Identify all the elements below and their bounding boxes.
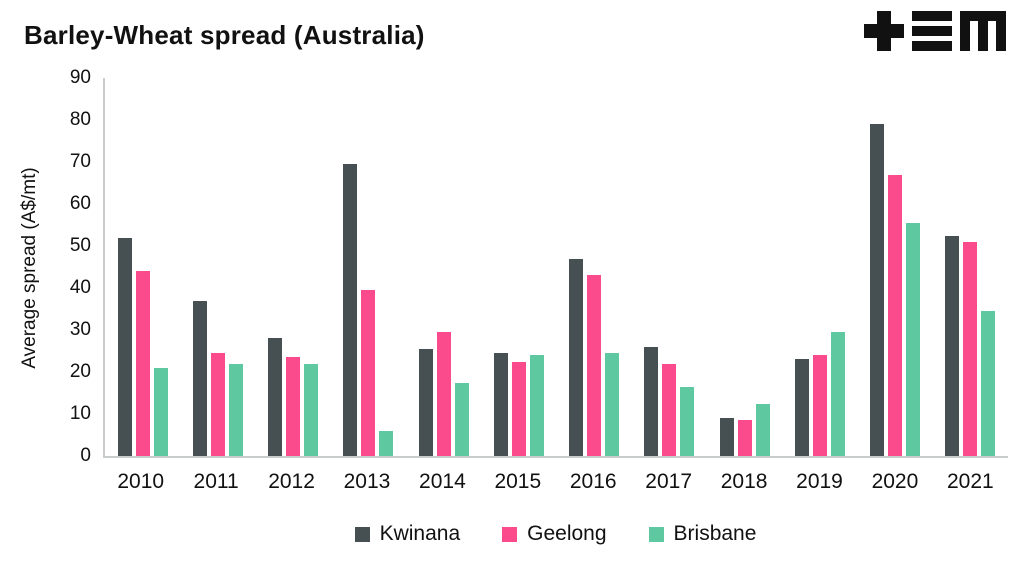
- bar-group-2010: [105, 78, 180, 456]
- bar-group-2016: [557, 78, 632, 456]
- x-tick-label-2010: 2010: [117, 470, 165, 493]
- bar-group-2021: [933, 78, 1008, 456]
- bar-geelong-2015: [511, 361, 526, 456]
- legend: Kwinana Geelong Brisbane: [103, 522, 1008, 546]
- legend-label: Kwinana: [379, 522, 461, 545]
- legend-item-brisbane: Brisbane: [648, 522, 757, 546]
- bar-geelong-2014: [436, 332, 451, 456]
- x-tick-label-2016: 2016: [569, 470, 617, 493]
- bar-kwinana-2016: [569, 258, 584, 456]
- bar-kwinana-2011: [192, 300, 207, 456]
- tem-logo-icon: [860, 8, 1010, 56]
- y-tick-label: 40: [69, 277, 91, 298]
- plot-area: 0 10 20 30 40 50 60 70 80 90: [70, 67, 1008, 466]
- x-axis-labels: 2010 2011 2012 2013 2014 2015 2016 2017 2018 2019…: [103, 470, 1008, 494]
- y-tick-label: 50: [69, 235, 91, 256]
- bar-group-2013: [331, 78, 406, 456]
- bar-brisbane-2021: [981, 311, 996, 456]
- bar-kwinana-2021: [945, 235, 960, 456]
- bar-brisbane-2010: [153, 367, 168, 456]
- y-tick-label: 90: [69, 67, 91, 88]
- x-tick-label-2012: 2012: [268, 470, 315, 493]
- bar-brisbane-2018: [755, 403, 770, 456]
- bar-geelong-2017: [662, 363, 677, 456]
- bar-kwinana-2019: [794, 359, 809, 456]
- x-tick-label-2014: 2014: [419, 470, 466, 493]
- y-tick-label: 60: [69, 193, 91, 214]
- bar-brisbane-2014: [454, 382, 469, 456]
- x-tick-label-2011: 2011: [193, 470, 239, 493]
- x-tick-label-2018: 2018: [720, 470, 768, 493]
- bar-group-2018: [707, 78, 782, 456]
- bar-brisbane-2011: [228, 363, 243, 456]
- y-tick-label: 70: [69, 151, 91, 172]
- legend-swatch-geelong: [502, 526, 518, 542]
- bar-geelong-2019: [812, 355, 827, 456]
- bar-geelong-2020: [888, 174, 903, 456]
- bar-group-2020: [858, 78, 933, 456]
- bar-groups: [105, 78, 1008, 456]
- legend-item-geelong: Geelong: [502, 522, 607, 546]
- bar-chart: Average spread (A$/mt) 0 10 20 30 40 50 60 70 80…: [0, 60, 1024, 560]
- bar-brisbane-2013: [379, 430, 394, 456]
- bar-group-2015: [481, 78, 556, 456]
- bar-geelong-2010: [135, 271, 150, 456]
- bar-group-2017: [632, 78, 707, 456]
- bar-brisbane-2019: [830, 332, 845, 456]
- legend-label: Geelong: [527, 522, 607, 545]
- y-tick-label: 0: [80, 445, 91, 466]
- legend-swatch-brisbane: [648, 526, 664, 542]
- x-tick-label-2021: 2021: [946, 470, 994, 493]
- bar-brisbane-2017: [680, 386, 695, 456]
- x-tick-label-2015: 2015: [494, 470, 542, 493]
- x-tick-label-2019: 2019: [796, 470, 843, 493]
- x-tick-label-2017: 2017: [645, 470, 693, 493]
- legend-swatch-kwinana: [354, 526, 370, 542]
- bar-kwinana-2010: [117, 237, 132, 456]
- bar-group-2019: [782, 78, 857, 456]
- bar-group-2014: [406, 78, 481, 456]
- bar-kwinana-2013: [343, 164, 358, 456]
- bar-group-2012: [256, 78, 331, 456]
- bar-kwinana-2020: [870, 124, 885, 456]
- bar-geelong-2016: [587, 275, 602, 456]
- y-axis-title: Average spread (A$/mt): [19, 167, 40, 369]
- bar-kwinana-2018: [719, 418, 734, 456]
- bar-brisbane-2016: [605, 353, 620, 456]
- bar-kwinana-2012: [268, 338, 283, 456]
- bar-brisbane-2012: [304, 363, 319, 456]
- bar-kwinana-2014: [418, 348, 433, 456]
- bar-kwinana-2015: [493, 353, 508, 456]
- bar-brisbane-2015: [529, 355, 544, 456]
- legend-label: Brisbane: [673, 522, 757, 545]
- bar-brisbane-2020: [906, 222, 921, 456]
- bar-geelong-2011: [210, 353, 225, 456]
- y-tick-label: 80: [69, 109, 91, 130]
- y-tick-label: 30: [69, 319, 91, 340]
- bar-group-2011: [180, 78, 255, 456]
- y-tick-label: 10: [69, 403, 91, 424]
- bar-geelong-2021: [963, 241, 978, 456]
- bar-kwinana-2017: [644, 346, 659, 456]
- bar-geelong-2018: [737, 420, 752, 456]
- legend-item-kwinana: Kwinana: [354, 522, 461, 546]
- x-tick-label-2013: 2013: [343, 470, 391, 493]
- page-title: Barley-Wheat spread (Australia): [24, 20, 425, 50]
- bar-geelong-2013: [361, 290, 376, 456]
- x-tick-label-2020: 2020: [871, 470, 919, 493]
- bar-geelong-2012: [286, 357, 301, 456]
- y-tick-label: 20: [69, 361, 91, 382]
